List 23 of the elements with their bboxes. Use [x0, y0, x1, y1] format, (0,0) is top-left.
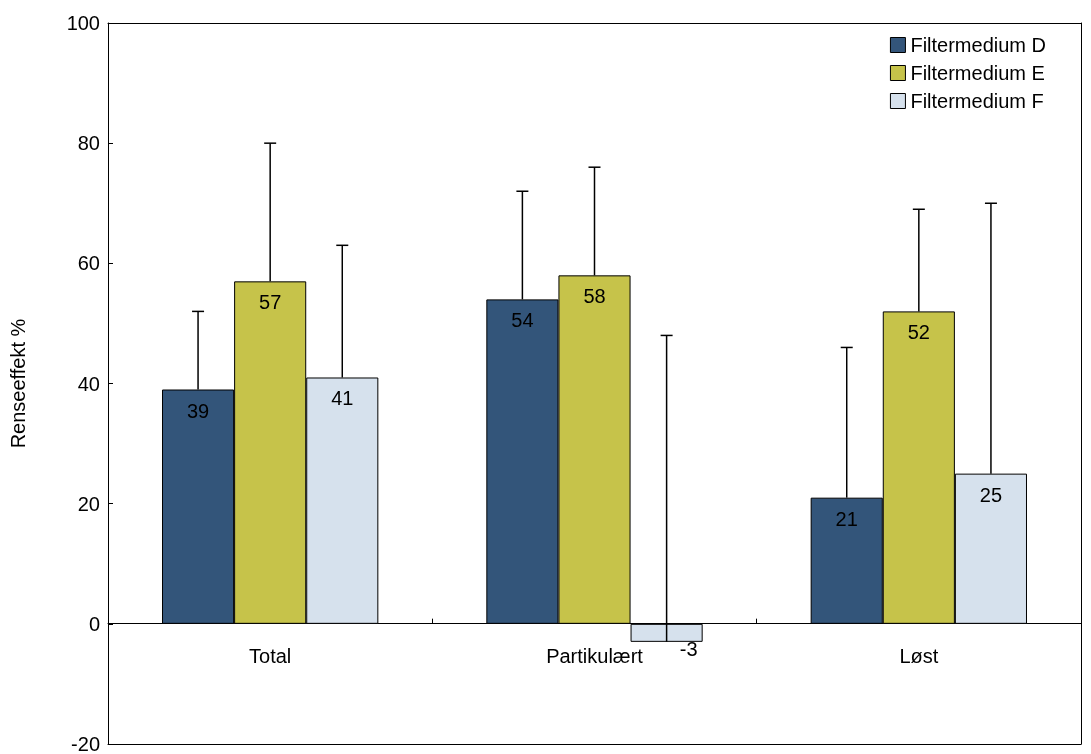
y-tick-label: 40 — [77, 372, 100, 395]
x-tick-label: Total — [249, 644, 292, 667]
y-tick-label: -20 — [71, 733, 100, 754]
data-label: -3 — [679, 637, 698, 660]
y-tick-label: 100 — [66, 12, 100, 34]
data-label: 52 — [907, 321, 930, 344]
y-tick-label: 60 — [77, 252, 100, 275]
data-label: 41 — [331, 387, 354, 410]
x-tick-label: Partikulært — [546, 644, 644, 667]
y-tick-label: 0 — [88, 612, 100, 635]
legend-label: Filtermedium F — [910, 90, 1044, 112]
data-label: 54 — [511, 309, 534, 332]
y-tick-label: 80 — [77, 132, 100, 155]
data-label: 25 — [979, 483, 1003, 506]
legend-label: Filtermedium E — [910, 62, 1045, 84]
data-label: 39 — [186, 399, 210, 422]
y-tick-label: 20 — [77, 492, 100, 515]
legend-label: Filtermedium D — [910, 34, 1046, 56]
x-tick-label: Løst — [899, 644, 939, 667]
data-label: 58 — [583, 285, 606, 308]
y-axis-title: Renseeffekt % — [7, 318, 29, 449]
data-label: 21 — [835, 507, 858, 530]
data-label: 57 — [259, 291, 282, 314]
